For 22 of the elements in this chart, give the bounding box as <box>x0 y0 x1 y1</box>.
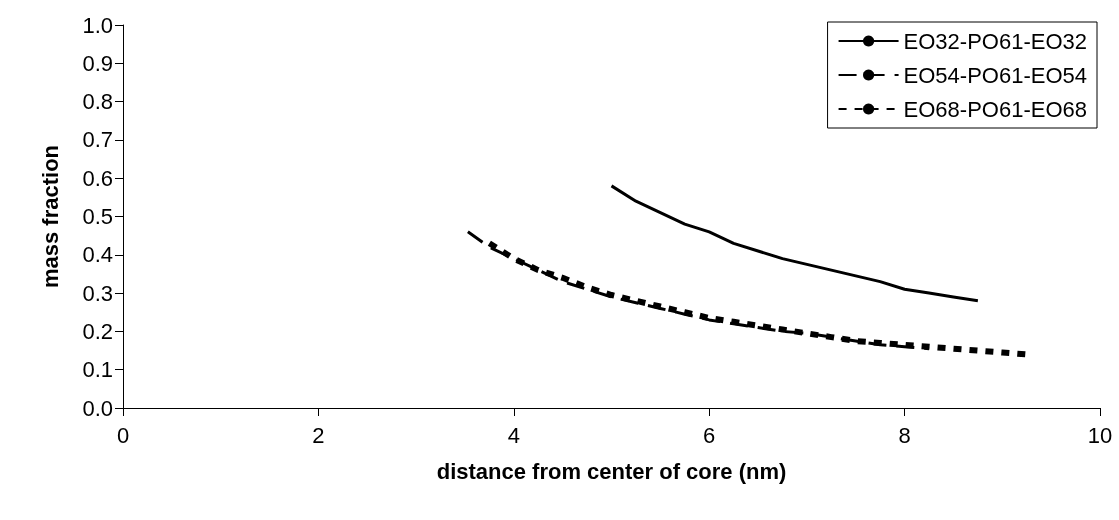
y-tick-label: 0.6 <box>82 165 113 191</box>
y-tick-label: 0.1 <box>82 357 113 383</box>
legend-label: EO54-PO61-EO54 <box>903 62 1088 88</box>
x-tick-label: 8 <box>898 422 911 448</box>
y-tick-label: 0.4 <box>82 242 113 268</box>
y-tick-label: 0.0 <box>82 395 113 421</box>
y-axis-title: mass fraction <box>37 144 63 289</box>
legend-label: EO68-PO61-EO68 <box>903 96 1088 122</box>
y-tick-label: 0.7 <box>82 127 113 153</box>
x-tick-label: 0 <box>116 422 130 448</box>
y-tick-label: 0.9 <box>82 50 113 76</box>
y-tick-label: 0.8 <box>82 89 113 115</box>
x-axis-title: distance from center of core (nm) <box>436 458 787 484</box>
y-tick-label: 0.5 <box>82 204 113 229</box>
x-tick-label: 2 <box>312 422 325 448</box>
x-tick-label: 10 <box>1087 422 1113 448</box>
y-tick-label: 0.2 <box>82 318 113 344</box>
y-tick-label: 0.3 <box>82 280 113 306</box>
y-tick-label: 1.0 <box>82 12 113 38</box>
x-tick-label: 4 <box>507 422 520 448</box>
x-tick-label: 6 <box>703 422 716 448</box>
legend-label: EO32-PO61-EO32 <box>903 28 1088 54</box>
